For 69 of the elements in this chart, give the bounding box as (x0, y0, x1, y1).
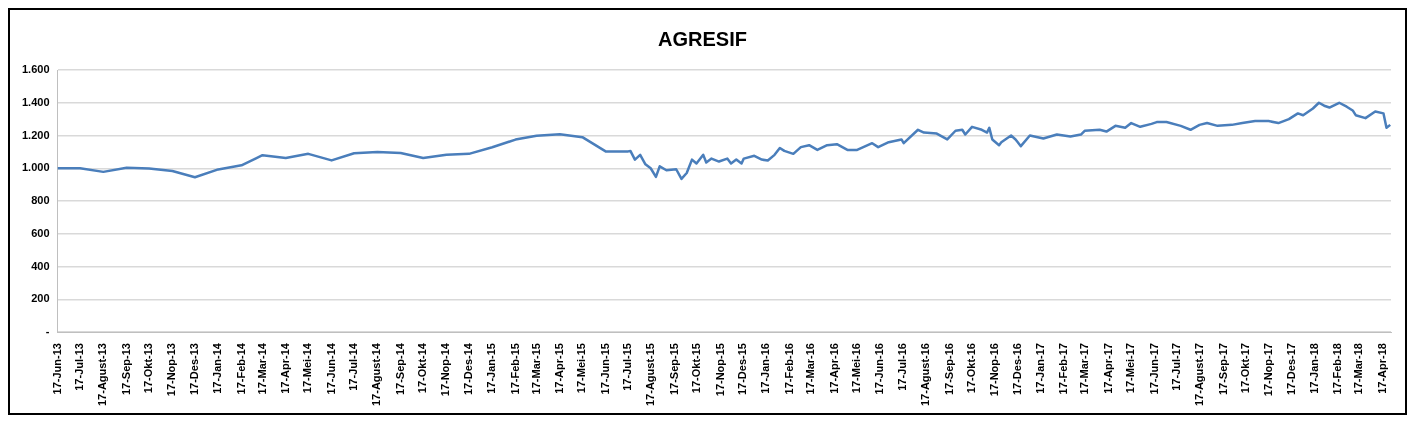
x-tick-label: 17-Apr-14 (278, 342, 291, 394)
x-tick-label: 17-Jun-13 (50, 343, 63, 395)
x-tick-label: 17-Feb-17 (1057, 343, 1070, 395)
x-tick-label: 17-Jan-15 (485, 343, 498, 394)
x-tick-label: 17-Jan-14 (211, 342, 224, 394)
x-tick-label: 17-Okt-13 (142, 343, 155, 394)
x-tick-label: 17-Des-13 (187, 343, 200, 396)
x-tick-label: 17-Feb-18 (1331, 343, 1344, 395)
x-tick-label: 17-Sep-15 (667, 343, 680, 396)
x-tick-label: 17-Okt-16 (965, 343, 978, 394)
x-tick-label: 17-Sep-17 (1216, 343, 1229, 396)
x-tick-label: 17-Nop-15 (713, 343, 726, 397)
x-tick-label: 17-Apr-16 (827, 343, 840, 394)
x-tick-label: 17-Jul-14 (347, 342, 360, 391)
x-tick-label: 17-Jun-17 (1147, 343, 1160, 395)
x-tick-label: 17-Nop-16 (988, 343, 1001, 397)
x-tick-label: 17-Okt-15 (690, 343, 703, 394)
x-tick-label: 17-Sep-14 (393, 342, 406, 396)
y-tick-label: 1.000 (22, 161, 50, 174)
x-tick-label: 17-Mar-16 (804, 343, 817, 395)
x-tick-label: 17-Des-17 (1284, 343, 1297, 396)
x-tick-label: 17-Apr-18 (1375, 343, 1388, 394)
x-tick-label: 17-Agust-17 (1193, 343, 1206, 407)
y-tick-label: 1.200 (22, 128, 50, 141)
chart-title: AGRESIF (658, 27, 747, 50)
x-tick-label: 17-Feb-16 (782, 343, 795, 395)
y-tick-label: 1.600 (22, 63, 50, 76)
x-tick-label: 17-Mei-17 (1124, 343, 1137, 394)
x-tick-label: 17-Mar-18 (1352, 343, 1365, 395)
x-tick-label: 17-Jul-17 (1170, 343, 1183, 391)
x-tick-label: 17-Feb-14 (234, 342, 247, 395)
x-tick-label: 17-Sep-13 (119, 343, 132, 396)
x-tick-label: 17-Sep-16 (942, 343, 955, 396)
x-tick-label: 17-Apr-17 (1101, 343, 1114, 394)
x-tick-label: 17-Des-16 (1010, 343, 1023, 396)
x-tick-label: 17-Agust-15 (644, 343, 657, 407)
x-tick-label: 17-Jul-16 (895, 343, 908, 391)
x-tick-label: 17-Feb-15 (508, 343, 521, 395)
x-tick-label: 17-Nop-14 (439, 342, 452, 397)
y-tick-label: 400 (31, 259, 50, 272)
y-tick-label: 1.400 (22, 95, 50, 108)
y-tick-label: 200 (31, 292, 50, 305)
x-tick-label: 17-Mei-15 (575, 343, 588, 394)
x-tick-label: 17-Okt-17 (1239, 343, 1252, 394)
y-tick-label: 600 (31, 226, 50, 239)
x-tick-label: 17-Jul-13 (73, 343, 86, 391)
y-tick-label: 800 (31, 194, 50, 207)
x-tick-label: 17-Apr-15 (552, 343, 565, 394)
x-tick-label: 17-Nop-13 (165, 343, 178, 397)
x-tick-label: 17-Des-14 (462, 342, 475, 396)
x-tick-label: 17-Jun-14 (324, 342, 337, 395)
x-tick-label: 17-Des-15 (736, 343, 749, 396)
x-tick-label: 17-Nop-17 (1262, 343, 1275, 397)
x-tick-label: 17-Jan-18 (1308, 343, 1321, 394)
x-tick-label: 17-Mar-15 (529, 343, 542, 395)
x-tick-label: 17-Jul-15 (621, 343, 634, 391)
x-tick-label: 17-Mei-14 (301, 342, 314, 394)
x-tick-label: 17-Mar-14 (255, 342, 268, 395)
y-tick-label: - (45, 325, 50, 338)
x-tick-label: 17-Jan-16 (759, 343, 772, 394)
x-tick-label: 17-Mar-17 (1078, 343, 1091, 395)
x-tick-label: 17-Okt-14 (416, 342, 429, 394)
x-tick-label: 17-Agust-16 (919, 343, 932, 407)
x-tick-label: 17-Mei-16 (850, 343, 863, 394)
x-tick-label: 17-Agust-13 (96, 343, 109, 407)
x-tick-label: 17-Jun-16 (873, 343, 886, 395)
x-tick-label: 17-Jun-15 (598, 343, 611, 395)
x-tick-label: 17-Agust-14 (370, 342, 383, 407)
x-tick-label: 17-Jan-17 (1034, 343, 1047, 394)
